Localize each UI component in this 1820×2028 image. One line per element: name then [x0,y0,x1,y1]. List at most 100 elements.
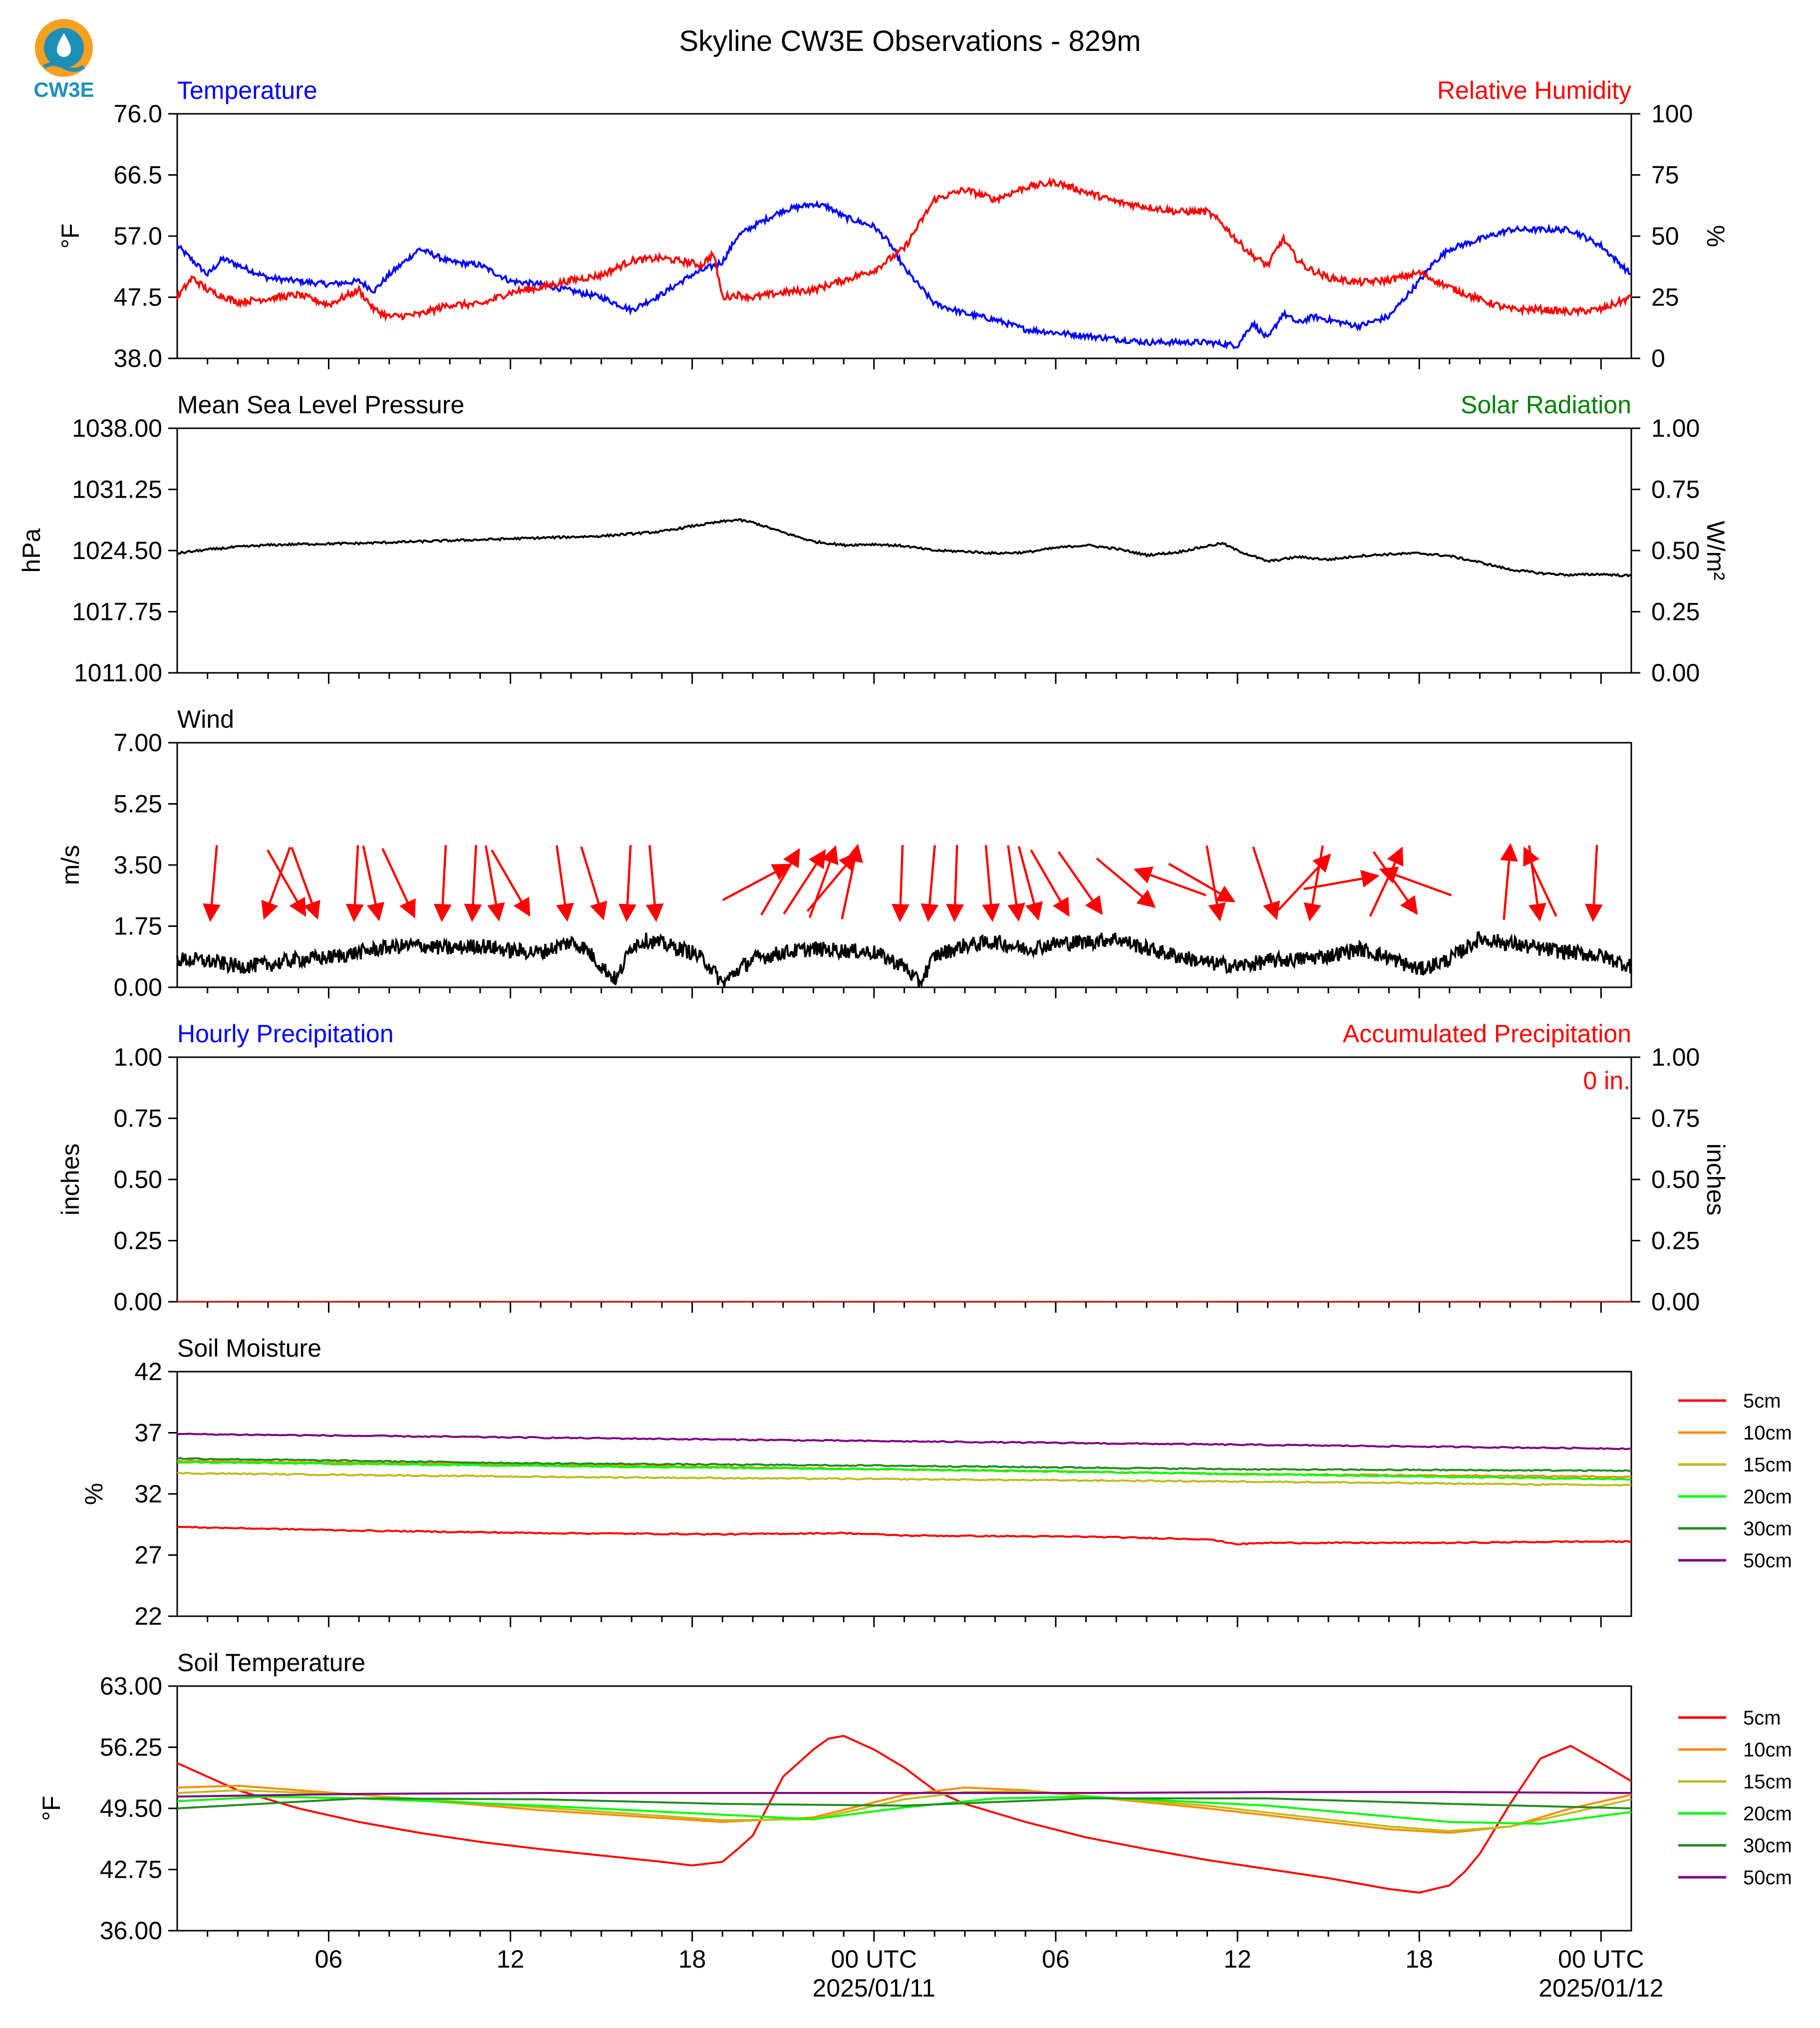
legend-label: 10cm [1743,1739,1792,1761]
wind-arrow [841,844,863,919]
temperature-right-title: Relative Humidity [1437,76,1631,104]
y-tick-label: 37 [134,1419,162,1447]
pressure-line [177,518,1632,578]
temperature-right-unit: % [1702,225,1730,247]
y2-tick-label: 100 [1651,100,1693,128]
y-tick-label: 1.00 [114,1043,162,1071]
wind-panel: 7.00 5.25 3.50 1.75 0.00 Wind m/s [56,705,1632,1001]
pressure-panel: 1038.00 1031.25 1024.50 1017.75 1011.00 1.00 0… [17,391,1730,687]
soil-temperature-50cm-line [177,1791,1631,1798]
legend-label: 30cm [1743,1518,1792,1540]
y-tick-label: 0.75 [114,1105,162,1133]
y-tick-label: 56.25 [100,1734,162,1761]
legend-label: 15cm [1743,1771,1792,1793]
y-tick-label: 32 [134,1480,162,1508]
date-label: 2025/01/11 [813,1974,936,2002]
wind-arrow [1206,845,1226,922]
wind-arrow [433,845,452,922]
wind-arrow [1252,846,1280,920]
y2-tick-label: 0.25 [1651,598,1700,626]
wind-arrow [808,845,839,918]
precip-left-title: Hourly Precipitation [177,1020,394,1048]
soil-moisture-5cm-line [177,1525,1632,1546]
y2-tick-label: 25 [1651,284,1679,311]
y2-tick-label: 0.50 [1651,537,1700,565]
y-tick-label: 0.25 [114,1227,162,1255]
cw3e-logo-icon: CW3E [33,19,94,101]
legend-label: 30cm [1743,1835,1792,1857]
wind-arrow [1007,845,1025,922]
y2-tick-label: 0.00 [1651,659,1700,687]
soil-moisture-left-unit: % [80,1483,108,1505]
wind-arrow [1379,867,1452,896]
wind-arrow [1030,849,1070,917]
precip-frame [176,1056,1632,1303]
y-tick-label: 36.00 [100,1917,162,1945]
time-tick-label: 18 [678,1945,706,1973]
y-tick-label: 76.0 [114,100,162,128]
time-tick-label: 00 UTC [1558,1945,1644,1973]
y-tick-label: 1011.00 [74,659,162,687]
soil-moisture-left-title: Soil Moisture [177,1334,321,1362]
wind-arrow [1303,869,1380,890]
soil-temperature-5cm-line [177,1735,1632,1894]
legend-label: 5cm [1743,1390,1781,1412]
wind-arrow [381,848,416,919]
wind-arrow [1133,867,1207,896]
y-tick-label: 1031.25 [72,476,162,504]
legend-label: 50cm [1743,1550,1792,1572]
wind-arrow [1500,843,1518,920]
legend-label: 20cm [1743,1486,1792,1508]
soil-temperature-left-unit: °F [37,1796,65,1821]
soil-moisture-50cm-line [177,1433,1632,1450]
y-tick-label: 22 [134,1602,162,1630]
soil-moisture-legend: 5cm 10cm 15cm 20cm 30cm 50cm [1678,1390,1792,1572]
y2-tick-label: 0 [1651,344,1665,372]
wind-arrow [645,845,664,922]
logo-text: CW3E [33,78,94,101]
y-tick-label: 7.00 [114,729,162,757]
y2-tick-label: 0.00 [1651,1288,1700,1316]
wind-arrow [580,846,607,921]
legend-label: 50cm [1743,1867,1792,1889]
wind-arrow [1369,846,1404,917]
y-tick-label: 0.00 [114,1288,162,1316]
wind-left-title: Wind [177,705,234,733]
legend-label: 15cm [1743,1454,1792,1476]
wind-speed-line [176,930,1632,989]
wind-arrow [291,847,320,920]
wind-arrow [484,845,505,922]
y-tick-label: 42 [134,1358,162,1386]
wind-left-unit: m/s [56,845,84,885]
wind-arrow [946,845,964,922]
cw3e-logo: CW3E [29,17,99,102]
wind-arrow [1523,846,1557,917]
pressure-left-title: Mean Sea Level Pressure [177,391,464,419]
precip-panel: 1.00 0.75 0.50 0.25 0.00 1.00 0.75 0.50 0.25 0.00… [56,1020,1730,1316]
temperature-frame [176,113,1632,359]
temperature-panel: 76.0 66.5 57.0 47.5 38.0 100 75 50 25 0 Temperatur… [56,76,1730,372]
relative-humidity-line [176,177,1632,322]
pressure-left-unit: hPa [17,528,45,573]
y2-tick-label: 0.75 [1651,1105,1700,1133]
accumulated-precip-value: 0 in. [1583,1067,1630,1095]
y-tick-label: 5.25 [114,790,162,818]
wind-arrow [345,845,364,922]
y-tick-label: 47.5 [114,284,162,311]
wind-arrow [760,848,800,916]
soil-moisture-30cm-line [177,1457,1632,1472]
y-tick-label: 38.0 [114,344,162,372]
y-tick-label: 57.0 [114,222,162,250]
y2-tick-label: 0.25 [1651,1227,1700,1255]
y2-tick-label: 0.75 [1651,476,1700,504]
wind-arrow [982,845,1000,922]
precip-left-unit: inches [56,1144,84,1216]
wind-arrow [1057,851,1103,915]
date-label: 2025/01/12 [1538,1974,1663,2002]
y2-tick-label: 75 [1651,161,1679,189]
y2-tick-label: 0.50 [1651,1165,1700,1193]
y2-tick-label: 50 [1651,222,1679,250]
soil-temperature-20cm-line [177,1795,1632,1825]
pressure-right-unit: W/m² [1702,521,1730,580]
